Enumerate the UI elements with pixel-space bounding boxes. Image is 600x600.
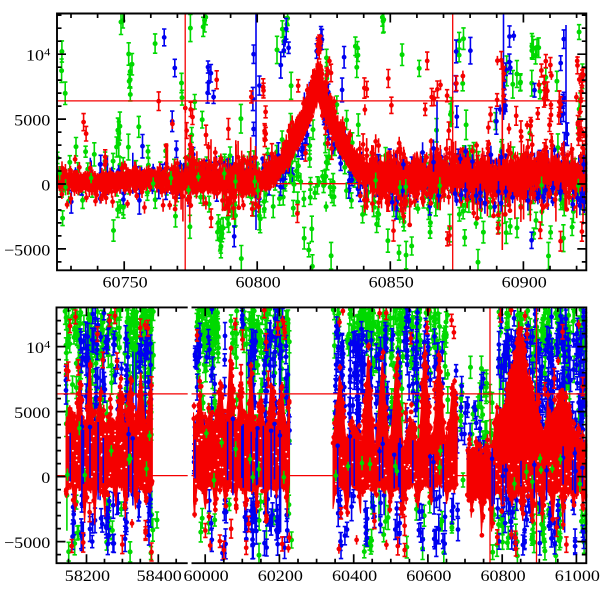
svg-text:58400: 58400 (137, 567, 182, 585)
svg-text:60000: 60000 (184, 567, 229, 585)
svg-text:0: 0 (41, 176, 50, 194)
svg-text:5000: 5000 (14, 112, 50, 130)
svg-text:60750: 60750 (103, 273, 148, 291)
svg-text:60400: 60400 (332, 567, 377, 585)
svg-text:60850: 60850 (369, 273, 414, 291)
svg-text:5000: 5000 (14, 404, 50, 422)
svg-text:60600: 60600 (406, 567, 451, 585)
svg-text:60800: 60800 (236, 273, 281, 291)
svg-text:61000: 61000 (555, 567, 600, 585)
svg-text:60900: 60900 (502, 273, 547, 291)
svg-text:−5000: −5000 (4, 241, 50, 259)
svg-text:60800: 60800 (481, 567, 526, 585)
svg-text:−5000: −5000 (4, 534, 50, 552)
svg-text:60200: 60200 (258, 567, 303, 585)
svg-text:0: 0 (41, 469, 50, 487)
svg-text:58200: 58200 (65, 567, 110, 585)
